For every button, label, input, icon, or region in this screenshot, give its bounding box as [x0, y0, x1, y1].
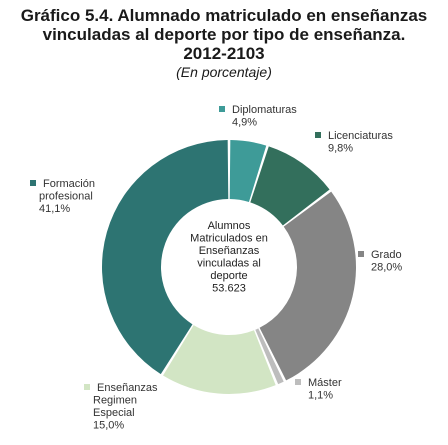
slice-diplomaturas — [229, 140, 267, 202]
slice-ensenanzas-regimen-especial — [163, 325, 276, 394]
chart-title-line-2: vinculadas al deporte por tipo de enseña… — [42, 25, 406, 44]
slice-label-licenciaturas: Licenciaturas 9,8% — [328, 130, 393, 155]
legend-marker-licenciaturas — [315, 132, 321, 138]
center-label: Alumnos Matriculados en Enseñanzas vinculad… — [190, 220, 268, 295]
legend-marker-ensenanzas-regimen-especial — [84, 384, 90, 390]
slice-label-grado: Grado 28,0% — [371, 249, 402, 274]
slice-label-ensenanzas-regimen-especial: Enseñanzas Regimen Especial 15,0% — [93, 382, 158, 432]
legend-marker-grado — [358, 251, 364, 257]
chart-subtitle: (En porcentaje) — [176, 64, 272, 80]
chart-title-line-3: 2012-2103 — [183, 44, 265, 63]
chart-title-line-1: Gráfico 5.4. Alumnado matriculado en ens… — [20, 6, 428, 25]
legend-marker-diplomaturas — [219, 106, 225, 112]
legend-marker-master — [295, 379, 301, 385]
slice-formacion-profesional — [101, 140, 229, 375]
slice-master — [255, 328, 284, 385]
slice-label-diplomaturas: Diplomaturas 4,9% — [232, 104, 297, 129]
slice-grado — [259, 191, 356, 381]
slice-licenciaturas — [250, 146, 330, 226]
slice-label-formacion-profesional: Formación profesional 41,1% — [39, 178, 95, 215]
chart-title: Gráfico 5.4. Alumnado matriculado en ens… — [0, 6, 448, 63]
legend-marker-formacion-profesional — [30, 180, 36, 186]
slice-label-master: Máster 1,1% — [308, 377, 342, 402]
